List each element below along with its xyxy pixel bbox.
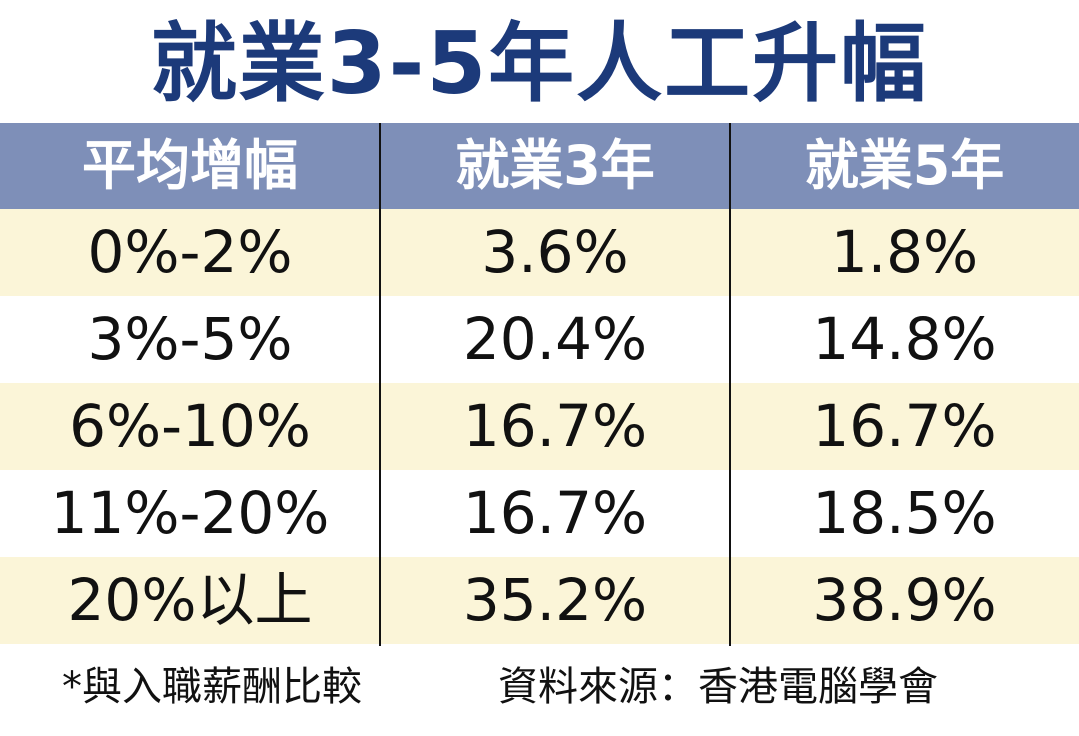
table-row: 11%-20% 16.7% 18.5%	[0, 470, 1079, 557]
table-row: 20%以上 35.2% 38.9%	[0, 557, 1079, 644]
value-3-years-cell: 35.2%	[462, 566, 648, 634]
chart-title: 就業3-5年人工升幅	[150, 14, 929, 114]
column-divider	[379, 123, 381, 646]
value-3-years-cell: 3.6%	[481, 218, 629, 286]
range-cell: 0%-2%	[87, 218, 293, 286]
header-employed-3-years: 就業3年	[455, 134, 655, 197]
value-3-years-cell: 20.4%	[462, 305, 648, 373]
value-5-years-cell: 1.8%	[830, 218, 979, 286]
value-3-years-cell: 16.7%	[462, 479, 648, 547]
table-row: 0%-2% 3.6% 1.8%	[0, 209, 1079, 296]
table-row: 6%-10% 16.7% 16.7%	[0, 383, 1079, 470]
value-3-years-cell: 16.7%	[462, 392, 648, 460]
table-row: 3%-5% 20.4% 14.8%	[0, 296, 1079, 383]
column-divider	[729, 123, 731, 646]
salary-increase-table: 平均增幅 就業3年 就業5年 0%-2% 3.6% 1.8% 3%-5% 20.…	[0, 123, 1079, 644]
range-cell: 11%-20%	[50, 479, 330, 547]
range-cell: 6%-10%	[69, 392, 311, 460]
value-5-years-cell: 38.9%	[812, 566, 997, 634]
range-cell: 20%以上	[67, 566, 313, 634]
footnote: *與入職薪酬比較	[62, 664, 362, 710]
value-5-years-cell: 16.7%	[812, 392, 997, 460]
range-cell: 3%-5%	[87, 305, 293, 373]
table-header-row: 平均增幅 就業3年 就業5年	[0, 123, 1079, 209]
header-employed-5-years: 就業5年	[804, 134, 1005, 197]
footer: *與入職薪酬比較 資料來源：香港電腦學會	[0, 652, 1079, 722]
value-5-years-cell: 14.8%	[812, 305, 997, 373]
source-credit: 資料來源：香港電腦學會	[498, 664, 938, 710]
value-5-years-cell: 18.5%	[812, 479, 997, 547]
header-average-increase: 平均增幅	[82, 134, 298, 197]
